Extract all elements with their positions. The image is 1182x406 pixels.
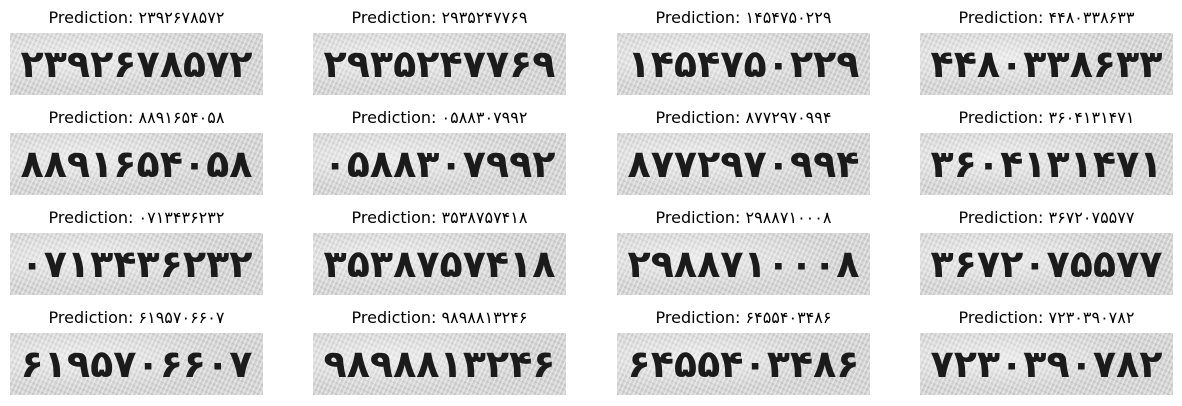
plate-digits: ۲۳۹۲۶۷۸۵۷۲ — [20, 42, 253, 86]
prediction-value: ۳۶۷۲۰۷۵۵۷۷ — [1048, 208, 1135, 227]
prediction-title: Prediction: ۲۹۸۸۷۱۰۰۰۸ — [617, 208, 870, 228]
plate-digits: ۶۱۹۵۷۰۶۶۰۷ — [20, 342, 253, 386]
prediction-value: ۱۴۵۴۷۵۰۲۲۹ — [745, 8, 832, 27]
sample-cell: Prediction: ۱۴۵۴۷۵۰۲۲۹ ۱۴۵۴۷۵۰۲۲۹ — [617, 0, 870, 95]
prediction-value: ۲۹۳۵۲۴۷۷۶۹ — [441, 8, 528, 27]
plate-digits: ۶۴۵۵۴۰۳۴۸۶ — [627, 342, 860, 386]
sample-cell: Prediction: ۳۵۳۸۷۵۷۴۱۸ ۳۵۳۸۷۵۷۴۱۸ — [313, 200, 566, 295]
prediction-value: ۳۶۰۴۱۳۱۴۷۱ — [1048, 108, 1135, 127]
plate-image: ۱۴۵۴۷۵۰۲۲۹ — [617, 33, 870, 95]
plate-digits: ۹۸۹۸۸۱۳۲۴۶ — [323, 342, 556, 386]
prediction-title: Prediction: ۲۳۹۲۶۷۸۵۷۲ — [10, 8, 263, 28]
prediction-title: Prediction: ۲۹۳۵۲۴۷۷۶۹ — [313, 8, 566, 28]
prediction-prefix: Prediction: — [351, 108, 442, 127]
plate-digits: ۰۵۸۸۳۰۷۹۹۲ — [323, 142, 556, 186]
plate-digits: ۸۸۹۱۶۵۴۰۵۸ — [20, 142, 253, 186]
prediction-prefix: Prediction: — [48, 108, 139, 127]
prediction-value: ۸۸۹۱۶۵۴۰۵۸ — [138, 108, 225, 127]
prediction-prefix: Prediction: — [958, 308, 1049, 327]
prediction-value: ۷۲۳۰۳۹۰۷۸۲ — [1048, 308, 1135, 327]
prediction-value: ۲۹۸۸۷۱۰۰۰۸ — [745, 208, 832, 227]
plate-image: ۸۸۹۱۶۵۴۰۵۸ — [10, 133, 263, 195]
plate-digits: ۰۷۱۳۴۳۶۲۳۲ — [20, 242, 253, 286]
prediction-prefix: Prediction: — [655, 8, 746, 27]
prediction-prefix: Prediction: — [48, 208, 139, 227]
prediction-title: Prediction: ۴۴۸۰۳۳۸۶۳۳ — [920, 8, 1173, 28]
plate-image: ۳۶۰۴۱۳۱۴۷۱ — [920, 133, 1173, 195]
prediction-value: ۲۳۹۲۶۷۸۵۷۲ — [138, 8, 225, 27]
prediction-value: ۳۵۳۸۷۵۷۴۱۸ — [441, 208, 528, 227]
prediction-value: ۴۴۸۰۳۳۸۶۳۳ — [1048, 8, 1135, 27]
plate-image: ۴۴۸۰۳۳۸۶۳۳ — [920, 33, 1173, 95]
prediction-value: ۰۵۸۸۳۰۷۹۹۲ — [441, 108, 528, 127]
prediction-prefix: Prediction: — [351, 208, 442, 227]
prediction-value: ۸۷۷۲۹۷۰۹۹۴ — [745, 108, 832, 127]
sample-cell: Prediction: ۲۳۹۲۶۷۸۵۷۲ ۲۳۹۲۶۷۸۵۷۲ — [10, 0, 263, 95]
plate-image: ۸۷۷۲۹۷۰۹۹۴ — [617, 133, 870, 195]
prediction-title: Prediction: ۰۷۱۳۴۳۶۲۳۲ — [10, 208, 263, 228]
prediction-prefix: Prediction: — [655, 108, 746, 127]
plate-image: ۶۴۵۵۴۰۳۴۸۶ — [617, 333, 870, 395]
prediction-prefix: Prediction: — [958, 8, 1049, 27]
plate-image: ۳۶۷۲۰۷۵۵۷۷ — [920, 233, 1173, 295]
plate-digits: ۱۴۵۴۷۵۰۲۲۹ — [627, 42, 860, 86]
sample-cell: Prediction: ۶۱۹۵۷۰۶۶۰۷ ۶۱۹۵۷۰۶۶۰۷ — [10, 300, 263, 395]
prediction-title: Prediction: ۷۲۳۰۳۹۰۷۸۲ — [920, 308, 1173, 328]
plate-digits: ۸۷۷۲۹۷۰۹۹۴ — [627, 142, 860, 186]
sample-cell: Prediction: ۰۷۱۳۴۳۶۲۳۲ ۰۷۱۳۴۳۶۲۳۲ — [10, 200, 263, 295]
prediction-title: Prediction: ۸۸۹۱۶۵۴۰۵۸ — [10, 108, 263, 128]
plate-digits: ۳۶۷۲۰۷۵۵۷۷ — [930, 242, 1163, 286]
sample-cell: Prediction: ۹۸۹۸۸۱۳۲۴۶ ۹۸۹۸۸۱۳۲۴۶ — [313, 300, 566, 395]
plate-digits: ۳۵۳۸۷۵۷۴۱۸ — [323, 242, 556, 286]
prediction-prefix: Prediction: — [958, 208, 1049, 227]
sample-cell: Prediction: ۷۲۳۰۳۹۰۷۸۲ ۷۲۳۰۳۹۰۷۸۲ — [920, 300, 1173, 395]
sample-cell: Prediction: ۳۶۷۲۰۷۵۵۷۷ ۳۶۷۲۰۷۵۵۷۷ — [920, 200, 1173, 295]
prediction-prefix: Prediction: — [351, 8, 442, 27]
prediction-value: ۶۴۵۵۴۰۳۴۸۶ — [745, 308, 832, 327]
prediction-title: Prediction: ۶۱۹۵۷۰۶۶۰۷ — [10, 308, 263, 328]
prediction-title: Prediction: ۰۵۸۸۳۰۷۹۹۲ — [313, 108, 566, 128]
plate-image: ۷۲۳۰۳۹۰۷۸۲ — [920, 333, 1173, 395]
plate-digits: ۲۹۳۵۲۴۷۷۶۹ — [323, 42, 556, 86]
prediction-prefix: Prediction: — [351, 308, 442, 327]
sample-cell: Prediction: ۲۹۸۸۷۱۰۰۰۸ ۲۹۸۸۷۱۰۰۰۸ — [617, 200, 870, 295]
prediction-prefix: Prediction: — [48, 308, 139, 327]
plate-image: ۹۸۹۸۸۱۳۲۴۶ — [313, 333, 566, 395]
prediction-prefix: Prediction: — [655, 308, 746, 327]
prediction-prefix: Prediction: — [655, 208, 746, 227]
sample-cell: Prediction: ۸۷۷۲۹۷۰۹۹۴ ۸۷۷۲۹۷۰۹۹۴ — [617, 100, 870, 195]
sample-cell: Prediction: ۴۴۸۰۳۳۸۶۳۳ ۴۴۸۰۳۳۸۶۳۳ — [920, 0, 1173, 95]
sample-cell: Prediction: ۳۶۰۴۱۳۱۴۷۱ ۳۶۰۴۱۳۱۴۷۱ — [920, 100, 1173, 195]
plate-digits: ۲۹۸۸۷۱۰۰۰۸ — [627, 242, 860, 286]
plate-image: ۰۷۱۳۴۳۶۲۳۲ — [10, 233, 263, 295]
prediction-title: Prediction: ۸۷۷۲۹۷۰۹۹۴ — [617, 108, 870, 128]
prediction-title: Prediction: ۹۸۹۸۸۱۳۲۴۶ — [313, 308, 566, 328]
prediction-title: Prediction: ۱۴۵۴۷۵۰۲۲۹ — [617, 8, 870, 28]
prediction-value: ۰۷۱۳۴۳۶۲۳۲ — [138, 208, 225, 227]
prediction-title: Prediction: ۶۴۵۵۴۰۳۴۸۶ — [617, 308, 870, 328]
plate-image: ۲۹۸۸۷۱۰۰۰۸ — [617, 233, 870, 295]
sample-cell: Prediction: ۲۹۳۵۲۴۷۷۶۹ ۲۹۳۵۲۴۷۷۶۹ — [313, 0, 566, 95]
plate-digits: ۳۶۰۴۱۳۱۴۷۱ — [930, 142, 1163, 186]
prediction-value: ۹۸۹۸۸۱۳۲۴۶ — [441, 308, 528, 327]
prediction-title: Prediction: ۳۶۷۲۰۷۵۵۷۷ — [920, 208, 1173, 228]
prediction-title: Prediction: ۳۶۰۴۱۳۱۴۷۱ — [920, 108, 1173, 128]
prediction-title: Prediction: ۳۵۳۸۷۵۷۴۱۸ — [313, 208, 566, 228]
plate-image: ۳۵۳۸۷۵۷۴۱۸ — [313, 233, 566, 295]
plate-image: ۰۵۸۸۳۰۷۹۹۲ — [313, 133, 566, 195]
plate-image: ۶۱۹۵۷۰۶۶۰۷ — [10, 333, 263, 395]
sample-cell: Prediction: ۰۵۸۸۳۰۷۹۹۲ ۰۵۸۸۳۰۷۹۹۲ — [313, 100, 566, 195]
prediction-prefix: Prediction: — [48, 8, 139, 27]
prediction-prefix: Prediction: — [958, 108, 1049, 127]
plate-digits: ۴۴۸۰۳۳۸۶۳۳ — [930, 42, 1163, 86]
plate-image: ۲۳۹۲۶۷۸۵۷۲ — [10, 33, 263, 95]
sample-cell: Prediction: ۸۸۹۱۶۵۴۰۵۸ ۸۸۹۱۶۵۴۰۵۸ — [10, 100, 263, 195]
plate-image: ۲۹۳۵۲۴۷۷۶۹ — [313, 33, 566, 95]
sample-cell: Prediction: ۶۴۵۵۴۰۳۴۸۶ ۶۴۵۵۴۰۳۴۸۶ — [617, 300, 870, 395]
prediction-value: ۶۱۹۵۷۰۶۶۰۷ — [138, 308, 225, 327]
plate-digits: ۷۲۳۰۳۹۰۷۸۲ — [930, 342, 1163, 386]
